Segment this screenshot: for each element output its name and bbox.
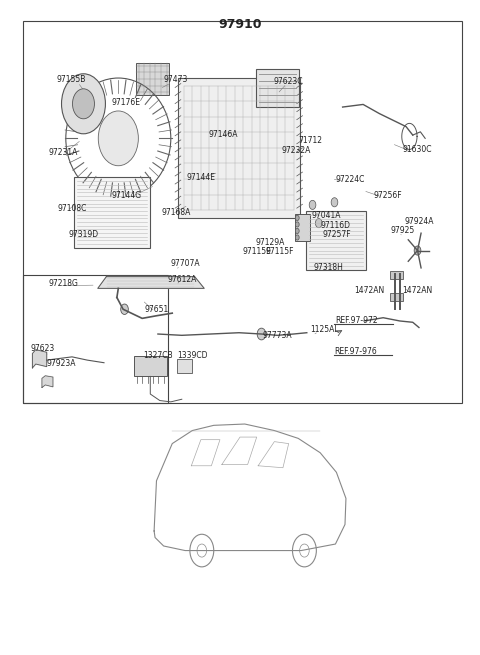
Circle shape (61, 74, 106, 134)
Bar (390, 293, 403, 301)
Circle shape (309, 200, 316, 210)
Bar (177, 359, 192, 373)
Text: 97473: 97473 (164, 75, 188, 84)
Circle shape (72, 89, 95, 119)
Circle shape (98, 111, 138, 166)
Text: 97155B: 97155B (56, 75, 85, 84)
Bar (74, 178, 150, 248)
Circle shape (315, 219, 322, 228)
Text: 97623: 97623 (31, 344, 55, 353)
Circle shape (295, 235, 299, 240)
Circle shape (295, 215, 299, 221)
Bar (134, 356, 167, 377)
Text: REF.97-972: REF.97-972 (336, 316, 378, 326)
Text: 97146A: 97146A (209, 130, 239, 139)
Text: 97651: 97651 (144, 305, 169, 314)
Text: 97925: 97925 (390, 227, 415, 235)
Text: 97108C: 97108C (57, 204, 86, 214)
Circle shape (257, 328, 266, 340)
Bar (136, 63, 169, 96)
Polygon shape (42, 376, 53, 388)
Text: 97224C: 97224C (336, 175, 365, 184)
Text: 97231A: 97231A (48, 148, 78, 157)
Text: 97256F: 97256F (373, 191, 402, 200)
Text: 97707A: 97707A (171, 259, 201, 268)
Text: 97773A: 97773A (263, 331, 292, 340)
Text: 97319D: 97319D (68, 230, 98, 238)
Circle shape (120, 304, 128, 314)
Text: 1339CD: 1339CD (177, 351, 207, 360)
Text: 97318H: 97318H (314, 263, 344, 272)
Text: 97144E: 97144E (187, 173, 216, 182)
Polygon shape (33, 350, 47, 368)
Text: 97612A: 97612A (168, 275, 197, 284)
Text: 97129A: 97129A (256, 238, 285, 247)
Circle shape (331, 198, 338, 207)
Text: 97257F: 97257F (322, 230, 351, 238)
Text: REF.97-976: REF.97-976 (335, 347, 377, 356)
Text: 1125AL: 1125AL (311, 325, 339, 334)
Text: 97041A: 97041A (312, 211, 341, 220)
Text: 97176E: 97176E (111, 98, 140, 107)
Text: 97623C: 97623C (274, 77, 303, 86)
Circle shape (295, 222, 299, 227)
Bar (306, 212, 365, 270)
Circle shape (295, 229, 299, 234)
Bar (178, 78, 300, 218)
Text: 97168A: 97168A (161, 208, 191, 217)
Text: 1472AN: 1472AN (402, 286, 432, 295)
Bar (390, 271, 403, 279)
Text: 97923A: 97923A (47, 359, 76, 368)
Bar (295, 214, 310, 242)
Text: 1327CB: 1327CB (144, 351, 173, 360)
Text: 97116D: 97116D (320, 221, 350, 230)
Bar (23, 275, 168, 403)
Text: 97232A: 97232A (282, 146, 312, 155)
Text: 97115E: 97115E (242, 247, 271, 255)
Text: 97115F: 97115F (265, 247, 294, 255)
Circle shape (414, 246, 421, 255)
Text: 1472AN: 1472AN (355, 286, 385, 295)
Text: 71712: 71712 (298, 136, 322, 145)
Text: 97924A: 97924A (405, 217, 434, 226)
Text: 91630C: 91630C (402, 145, 432, 154)
Bar (23, 21, 462, 403)
Text: 97910: 97910 (218, 18, 262, 31)
Bar (256, 69, 299, 107)
Text: 97144G: 97144G (111, 191, 141, 200)
Polygon shape (98, 276, 204, 288)
Text: 97218G: 97218G (48, 279, 78, 288)
